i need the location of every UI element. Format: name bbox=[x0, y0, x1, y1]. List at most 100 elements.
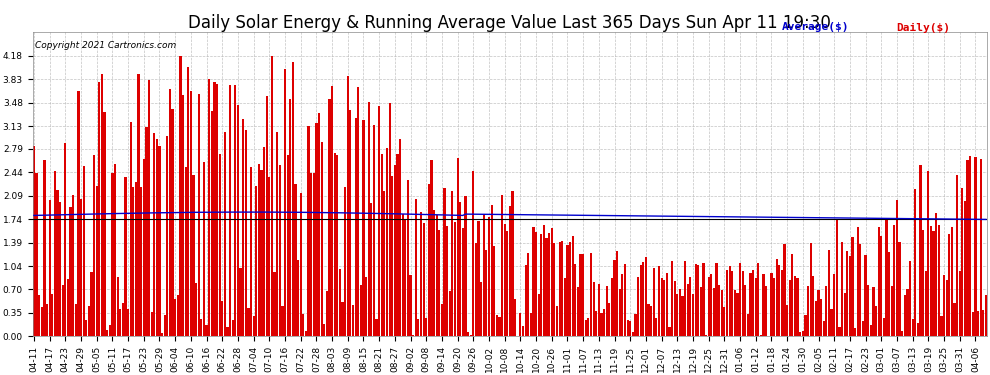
Bar bbox=[687, 284, 689, 336]
Title: Daily Solar Energy & Running Average Value Last 365 Days Sun Apr 11 19:30: Daily Solar Energy & Running Average Val… bbox=[188, 14, 832, 32]
Bar bbox=[289, 99, 291, 336]
Bar bbox=[192, 175, 195, 336]
Bar bbox=[760, 335, 762, 336]
Bar bbox=[818, 290, 820, 336]
Bar bbox=[101, 74, 103, 336]
Bar bbox=[522, 326, 524, 336]
Bar bbox=[569, 242, 571, 336]
Bar bbox=[498, 316, 501, 336]
Bar bbox=[135, 183, 137, 336]
Bar bbox=[527, 254, 530, 336]
Bar bbox=[278, 165, 281, 336]
Text: Average($): Average($) bbox=[782, 22, 849, 33]
Bar bbox=[359, 285, 362, 336]
Bar bbox=[734, 290, 736, 336]
Bar bbox=[839, 327, 841, 336]
Bar bbox=[834, 274, 836, 336]
Bar bbox=[841, 242, 843, 336]
Bar bbox=[893, 225, 896, 336]
Bar bbox=[652, 268, 654, 336]
Bar bbox=[472, 171, 474, 336]
Bar bbox=[271, 56, 273, 336]
Bar bbox=[533, 227, 535, 336]
Bar bbox=[334, 153, 336, 336]
Bar bbox=[928, 171, 930, 336]
Bar bbox=[240, 268, 242, 336]
Bar bbox=[627, 320, 629, 336]
Bar bbox=[453, 222, 456, 336]
Bar bbox=[765, 286, 767, 336]
Bar bbox=[933, 231, 935, 336]
Bar bbox=[864, 255, 866, 336]
Bar bbox=[96, 186, 98, 336]
Text: Daily($): Daily($) bbox=[896, 22, 950, 33]
Bar bbox=[786, 305, 788, 336]
Bar bbox=[622, 274, 624, 336]
Bar bbox=[488, 217, 490, 336]
Bar bbox=[351, 305, 354, 336]
Bar bbox=[804, 315, 807, 336]
Bar bbox=[394, 165, 396, 336]
Bar bbox=[979, 159, 982, 336]
Bar bbox=[948, 234, 950, 336]
Bar bbox=[566, 245, 568, 336]
Bar bbox=[737, 293, 739, 336]
Bar bbox=[797, 278, 799, 336]
Bar bbox=[556, 306, 558, 336]
Bar bbox=[668, 327, 670, 336]
Bar bbox=[781, 270, 783, 336]
Bar bbox=[616, 251, 619, 336]
Bar bbox=[179, 56, 181, 336]
Bar bbox=[938, 225, 940, 336]
Bar bbox=[904, 295, 906, 336]
Bar bbox=[985, 295, 987, 336]
Bar bbox=[98, 82, 100, 336]
Bar bbox=[252, 316, 254, 336]
Bar bbox=[339, 269, 341, 336]
Bar bbox=[169, 89, 171, 336]
Bar bbox=[729, 266, 731, 336]
Bar bbox=[891, 286, 893, 336]
Bar bbox=[249, 167, 252, 336]
Bar bbox=[248, 308, 249, 336]
Bar bbox=[702, 263, 705, 336]
Bar bbox=[198, 94, 200, 336]
Bar bbox=[77, 92, 79, 336]
Text: Copyright 2021 Cartronics.com: Copyright 2021 Cartronics.com bbox=[35, 41, 176, 50]
Bar bbox=[718, 285, 721, 336]
Bar bbox=[548, 232, 550, 336]
Bar bbox=[378, 106, 380, 336]
Bar bbox=[721, 290, 723, 336]
Bar bbox=[195, 283, 197, 336]
Bar bbox=[224, 132, 226, 336]
Bar bbox=[496, 315, 498, 336]
Bar bbox=[936, 213, 938, 336]
Bar bbox=[558, 242, 560, 336]
Bar bbox=[90, 272, 93, 336]
Bar bbox=[365, 276, 367, 336]
Bar bbox=[391, 176, 393, 336]
Bar bbox=[742, 271, 743, 336]
Bar bbox=[433, 210, 436, 336]
Bar bbox=[140, 187, 143, 336]
Bar bbox=[692, 294, 694, 336]
Bar bbox=[920, 165, 922, 336]
Bar bbox=[190, 92, 192, 336]
Bar bbox=[953, 303, 955, 336]
Bar bbox=[53, 171, 56, 336]
Bar bbox=[146, 127, 148, 336]
Bar bbox=[535, 232, 538, 336]
Bar bbox=[428, 184, 430, 336]
Bar bbox=[752, 270, 754, 336]
Bar bbox=[176, 295, 179, 336]
Bar bbox=[681, 296, 684, 336]
Bar bbox=[420, 212, 422, 336]
Bar bbox=[229, 85, 232, 336]
Bar bbox=[783, 244, 786, 336]
Bar bbox=[912, 319, 914, 336]
Bar bbox=[877, 227, 880, 336]
Bar bbox=[318, 113, 320, 336]
Bar bbox=[111, 173, 114, 336]
Bar bbox=[640, 264, 642, 336]
Bar bbox=[464, 195, 466, 336]
